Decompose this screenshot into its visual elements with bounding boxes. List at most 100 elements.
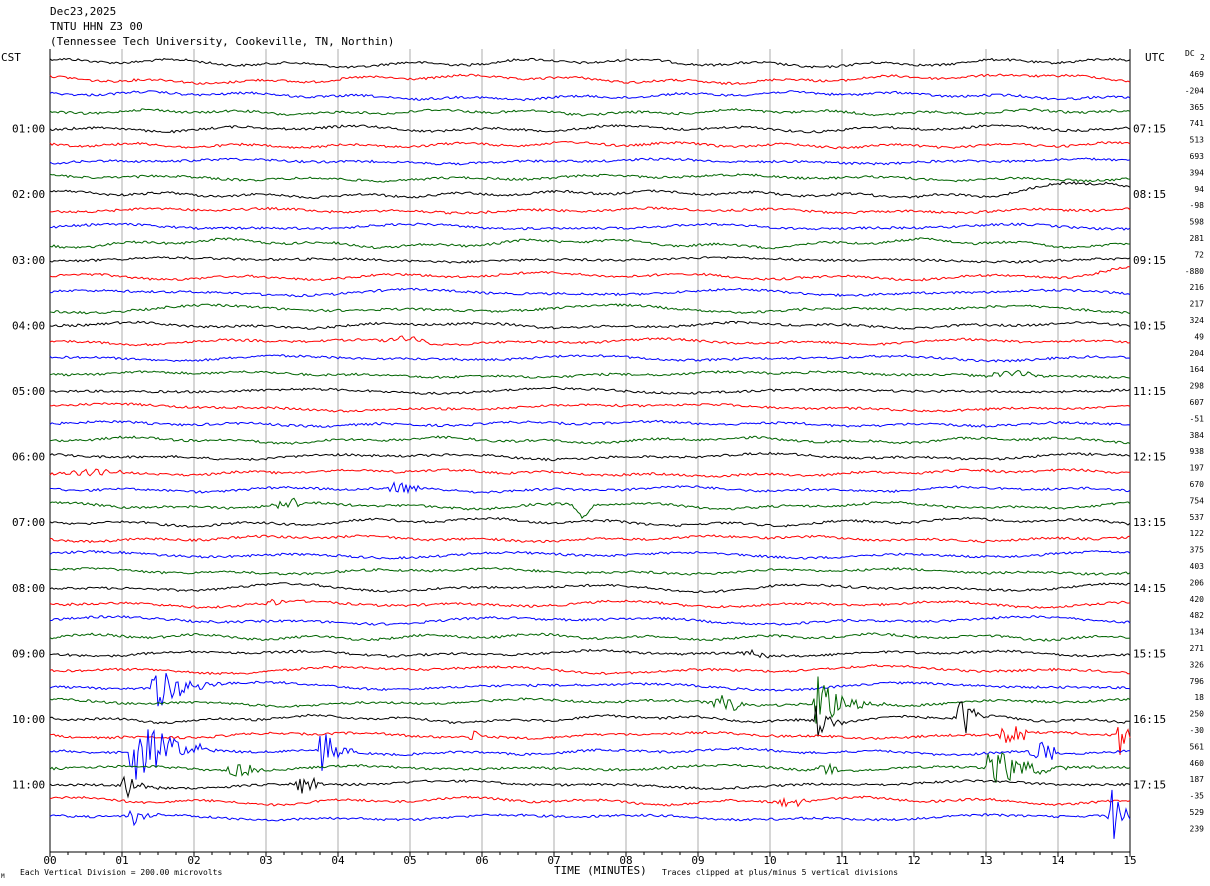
x-tick-label: 07	[547, 854, 560, 867]
trace-row-20	[49, 386, 1131, 395]
seismic-traces	[49, 57, 1131, 839]
dc-offset-label: -880	[1185, 267, 1204, 276]
left-time-label: 04:00	[12, 319, 45, 332]
dc-offset-label: 741	[1190, 119, 1205, 128]
left-time-label: 02:00	[12, 188, 45, 201]
trace-row-13	[49, 266, 1131, 282]
right-time-label: 14:15	[1133, 582, 1166, 595]
x-tick-label: 15	[1123, 854, 1136, 867]
dc-offset-label: 239	[1190, 824, 1205, 833]
dc-offset-label: 18	[1194, 693, 1204, 702]
trace-row-24	[49, 451, 1131, 462]
trace-row-27	[49, 497, 1131, 519]
dc-offset-label: 206	[1190, 578, 1205, 587]
x-tick-label: 11	[835, 854, 848, 867]
dc-offset-label: 134	[1190, 628, 1205, 637]
trace-row-30	[49, 550, 1131, 560]
dc-offset-label: 375	[1190, 546, 1205, 555]
dc-offset-label: 72	[1194, 250, 1204, 259]
trace-row-39	[49, 676, 1131, 724]
trace-row-9	[49, 206, 1131, 215]
left-time-labels: 01:00 02:00 03:00 04:00 05:00 06:00 07:00 08:00…	[12, 123, 45, 792]
minute-grid	[49, 49, 1131, 857]
left-time-label: 10:00	[12, 713, 45, 726]
header-station: TNTU HHN Z3 00	[50, 20, 143, 33]
dc-offset-label: 298	[1190, 382, 1205, 391]
x-tick-label: 02	[187, 854, 200, 867]
dc-offset-label: 754	[1190, 496, 1205, 505]
left-time-label: 09:00	[12, 647, 45, 660]
dc-offset-label: 326	[1190, 660, 1205, 669]
x-tick-labels: 00 01 02 03 04 05 06 07 08 09 10 11 12 13 14 15	[43, 854, 1136, 867]
trace-row-15	[49, 303, 1131, 315]
trace-row-16	[49, 320, 1131, 330]
dc-offset-label: 561	[1190, 742, 1205, 751]
dc-offset-label: 187	[1190, 775, 1205, 784]
trace-row-18	[49, 354, 1131, 363]
right-timezone-label: UTC	[1145, 51, 1165, 64]
dc-offset-label: 281	[1190, 234, 1205, 243]
header-location: (Tennessee Tech University, Cookeville, …	[50, 35, 394, 48]
x-tick-label: 10	[763, 854, 776, 867]
x-tick-label: 14	[1051, 854, 1065, 867]
x-tick-label: 03	[259, 854, 272, 867]
trace-row-44	[49, 775, 1131, 799]
dc-offset-label: 384	[1190, 431, 1205, 440]
trace-row-6	[49, 157, 1131, 166]
dc-corner-label: 2	[1200, 53, 1205, 62]
trace-row-29	[49, 534, 1131, 544]
left-time-label: 06:00	[12, 451, 45, 464]
footer-mark: M	[1, 873, 5, 880]
trace-row-3	[49, 107, 1131, 117]
right-time-label: 17:15	[1133, 779, 1166, 792]
dc-offset-label: 324	[1190, 316, 1205, 325]
trace-row-32	[49, 582, 1131, 594]
right-time-label: 15:15	[1133, 647, 1166, 660]
dc-offset-label: -30	[1190, 726, 1205, 735]
x-tick-label: 04	[331, 854, 345, 867]
trace-row-34	[50, 615, 1131, 626]
left-time-label: 07:00	[12, 516, 45, 529]
x-tick-label: 08	[619, 854, 632, 867]
x-tick-label: 06	[475, 854, 488, 867]
trace-row-4	[49, 124, 1131, 134]
x-tick-label: 13	[979, 854, 992, 867]
right-time-label: 09:15	[1133, 254, 1166, 267]
left-time-label: 08:00	[12, 582, 45, 595]
left-time-label: 03:00	[12, 254, 45, 267]
dc-offset-label: 403	[1190, 562, 1205, 571]
trace-row-22	[49, 419, 1131, 428]
dc-offset-label: 529	[1190, 808, 1205, 817]
trace-row-17	[49, 335, 1131, 347]
dc-offset-label: 197	[1190, 464, 1205, 473]
trace-row-11	[49, 237, 1130, 250]
right-time-label: 07:15	[1133, 123, 1166, 136]
dc-offset-label: 164	[1190, 365, 1205, 374]
right-time-labels: 07:15 08:15 09:15 10:15 11:15 12:15 13:15 14:15…	[1133, 123, 1166, 792]
right-time-label: 11:15	[1133, 385, 1166, 398]
dc-offset-label: 122	[1190, 529, 1205, 538]
dc-offset-label: 216	[1190, 283, 1205, 292]
right-time-label: 16:15	[1133, 713, 1166, 726]
dc-offset-label: 250	[1190, 710, 1205, 719]
dc-offset-label: 94	[1194, 185, 1204, 194]
trace-row-36	[49, 648, 1131, 659]
x-tick-label: 00	[43, 854, 56, 867]
dc-offset-label: -51	[1190, 414, 1205, 423]
trace-row-35	[49, 632, 1131, 642]
trace-row-8	[49, 181, 1131, 200]
x-axis-title: TIME (MINUTES)	[554, 864, 647, 877]
trace-row-23	[49, 435, 1131, 445]
trace-row-42	[49, 729, 1131, 780]
dc-offset-label: -35	[1190, 792, 1205, 801]
trace-row-37	[49, 664, 1131, 676]
x-tick-label: 12	[907, 854, 920, 867]
dc-offset-label: 204	[1190, 349, 1205, 358]
trace-row-12	[49, 256, 1131, 264]
x-tick-label: 09	[691, 854, 704, 867]
trace-row-43	[49, 752, 1131, 783]
dc-offset-label: 460	[1190, 759, 1205, 768]
dc-offset-labels: 469 -204 365 741 513 693 394 94 -98 598 281 72 -880 2…	[1185, 70, 1204, 833]
dc-offset-label: -98	[1190, 201, 1205, 210]
